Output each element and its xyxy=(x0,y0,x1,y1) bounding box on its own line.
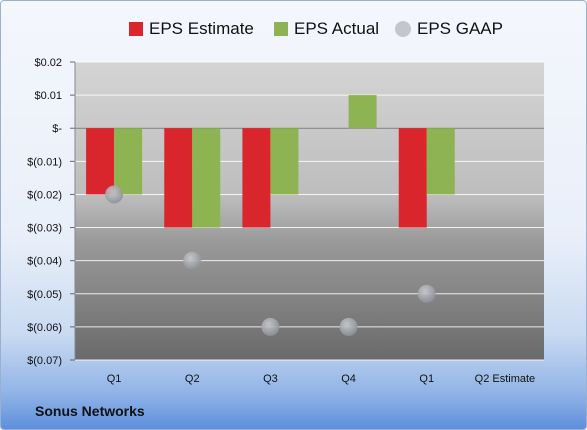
bar-eps-actual xyxy=(270,128,299,195)
marker-eps-gaap xyxy=(261,317,280,336)
y-tick-label: $(0.03) xyxy=(27,223,62,235)
legend-swatch-eps-actual xyxy=(274,22,288,36)
x-tick-label: Q4 xyxy=(341,373,356,385)
bar-eps-actual xyxy=(192,128,221,228)
y-tick-label: $0.01 xyxy=(34,90,62,102)
legend-label-eps-gaap: EPS GAAP xyxy=(417,19,503,38)
bar-eps-actual xyxy=(114,128,143,195)
y-tick-label: $- xyxy=(52,123,62,135)
legend-label-eps-estimate: EPS Estimate xyxy=(149,19,254,38)
legend-swatch-eps-estimate xyxy=(129,22,143,36)
x-tick-label: Q2 xyxy=(185,373,200,385)
marker-eps-gaap xyxy=(339,317,358,336)
company-name: Sonus Networks xyxy=(35,403,145,419)
y-tick-label: $(0.04) xyxy=(27,256,62,268)
legend-item-eps-estimate: EPS Estimate xyxy=(129,17,254,41)
legend-label-eps-actual: EPS Actual xyxy=(294,19,380,38)
y-tick-label: $(0.06) xyxy=(27,322,62,334)
legend-item-eps-gaap: EPS GAAP xyxy=(395,17,503,41)
y-tick-label: $(0.02) xyxy=(27,189,62,201)
marker-eps-gaap xyxy=(105,185,124,204)
bar-eps-actual xyxy=(348,95,377,129)
bar-eps-estimate xyxy=(164,128,193,228)
marker-eps-gaap xyxy=(417,284,436,303)
bar-eps-estimate xyxy=(86,128,115,195)
legend-swatch-eps-gaap xyxy=(395,21,411,37)
x-tick-label: Q1 xyxy=(107,373,122,385)
x-tick-label: Q1 xyxy=(419,373,434,385)
legend-item-eps-actual: EPS Actual xyxy=(274,17,379,41)
plot-area xyxy=(75,62,544,360)
y-tick-label: $0.02 xyxy=(34,57,62,69)
bar-eps-estimate xyxy=(242,128,271,228)
x-tick-label: Q2 Estimate xyxy=(475,373,536,385)
y-tick-label: $(0.05) xyxy=(27,289,62,301)
x-tick-label: Q3 xyxy=(263,373,278,385)
bar-eps-actual xyxy=(426,128,455,195)
marker-eps-gaap xyxy=(183,251,202,270)
bar-eps-estimate xyxy=(398,128,427,228)
y-tick-label: $(0.01) xyxy=(27,156,62,168)
y-tick-label: $(0.07) xyxy=(27,355,62,367)
legend: EPS Estimate EPS Actual EPS GAAP xyxy=(1,17,586,41)
